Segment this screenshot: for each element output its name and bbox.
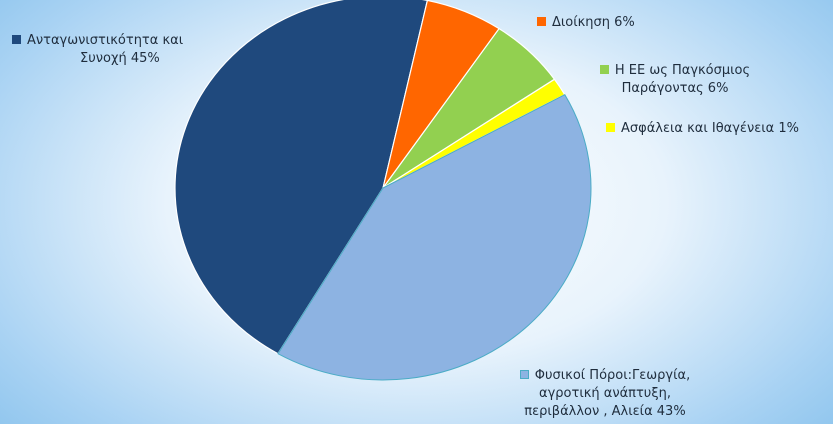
label-resources-line1: Φυσικοί Πόροι:Γεωργία, [534,368,691,383]
label-global-line2: Παράγοντας 6% [621,81,729,96]
label-administration: Διοίκηση 6% [537,14,635,32]
pie-slices [174,0,592,381]
label-competitiveness-line2: Συνοχή 45% [80,51,160,66]
label-resources: Φυσικοί Πόροι:Γεωργία, αγροτική ανάπτυξη… [485,367,725,421]
label-global: Η ΕΕ ως Παγκόσμιος Παράγοντας 6% [585,62,765,98]
swatch-competitiveness [12,35,21,44]
swatch-resources [519,370,529,379]
swatch-administration [537,17,546,26]
label-global-line1: Η ΕΕ ως Παγκόσμιος [614,63,751,78]
label-competitiveness: Ανταγωνιστικότητα και Συνοχή 45% [12,32,183,68]
label-resources-line3: περιβάλλον , Αλιεία 43% [524,404,686,419]
label-security: Ασφάλεια και Ιθαγένεια 1% [606,120,799,138]
label-administration-text: Διοίκηση 6% [552,15,635,30]
swatch-global [599,65,609,74]
label-competitiveness-line1: Ανταγωνιστικότητα και [27,33,184,48]
label-resources-line2: αγροτική ανάπτυξη, [539,386,671,401]
pie-slice-resources [277,94,592,381]
pie-slice-competitiveness [174,0,429,355]
swatch-security [606,123,615,132]
label-security-text: Ασφάλεια και Ιθαγένεια 1% [621,121,799,136]
